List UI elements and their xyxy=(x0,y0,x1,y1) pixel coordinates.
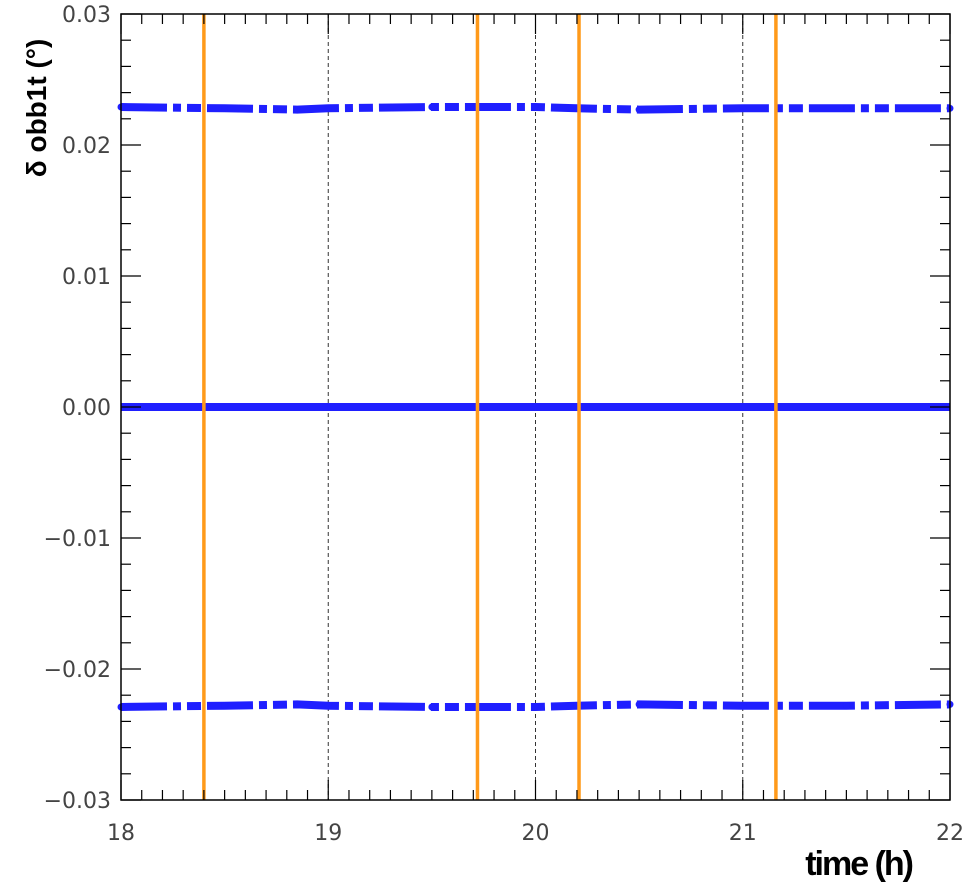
series-0-point-4 xyxy=(428,103,436,111)
y-tick-label-6: 0.03 xyxy=(62,3,111,28)
x-axis-title: time (h) xyxy=(805,845,912,883)
x-tick-label-4: 22 xyxy=(936,821,964,846)
series-2-point-8 xyxy=(739,702,747,710)
series-0-point-8 xyxy=(739,104,747,112)
series-0-point-7 xyxy=(635,106,643,114)
y-tick-label-4: 0.01 xyxy=(62,265,111,290)
ticks-group xyxy=(120,13,951,801)
series-0-point-2 xyxy=(293,106,301,114)
series-2-point-3 xyxy=(324,702,332,710)
y-tick-label-3: 0.00 xyxy=(62,396,111,421)
y-tick-label-0: −0.03 xyxy=(44,789,111,814)
y-tick-label-5: 0.02 xyxy=(62,134,111,159)
y-tick-label-1: −0.02 xyxy=(44,658,111,683)
y-tick-label-2: −0.01 xyxy=(44,527,111,552)
x-tick-label-1: 19 xyxy=(314,821,342,846)
series-2-point-9 xyxy=(842,702,850,710)
series-2-point-7 xyxy=(635,700,643,708)
tick-labels-group: 18 19 20 21 22 −0.03 −0.02 −0.01 0.00 0.01 0.02 0.0… xyxy=(44,3,964,846)
series-2-point-1 xyxy=(221,702,229,710)
series-0-point-9 xyxy=(842,104,850,112)
x-tick-label-0: 18 xyxy=(107,821,135,846)
series-2-point-2 xyxy=(293,700,301,708)
series-0-point-3 xyxy=(324,104,332,112)
series-0-point-5 xyxy=(532,103,539,111)
series-0-point-1 xyxy=(221,104,229,112)
x-tick-label-3: 21 xyxy=(729,821,757,846)
series-2-point-5 xyxy=(532,703,539,711)
series-2-point-4 xyxy=(428,703,436,711)
x-tick-label-2: 20 xyxy=(522,821,550,846)
y-axis-title: δ obb1t (°) xyxy=(21,39,52,178)
event-lines-group xyxy=(202,14,778,800)
